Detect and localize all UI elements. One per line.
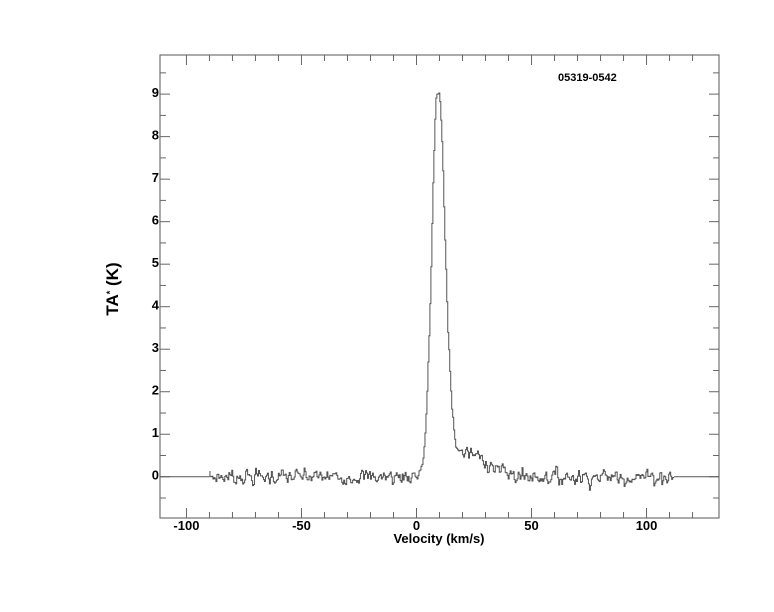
svg-text:6: 6 <box>152 212 159 227</box>
svg-text:8: 8 <box>152 127 159 142</box>
svg-text:50: 50 <box>524 518 538 533</box>
svg-text:7: 7 <box>152 170 159 185</box>
svg-text:4: 4 <box>152 297 160 312</box>
svg-text:3: 3 <box>152 340 159 355</box>
svg-text:Velocity (km/s): Velocity (km/s) <box>393 531 484 546</box>
svg-text:-50: -50 <box>292 518 311 533</box>
svg-text:-100: -100 <box>173 518 199 533</box>
svg-text:2: 2 <box>152 382 159 397</box>
svg-text:05319-0542: 05319-0542 <box>558 72 617 84</box>
svg-text:1: 1 <box>152 425 159 440</box>
svg-text:100: 100 <box>636 518 658 533</box>
svg-text:5: 5 <box>152 255 159 270</box>
svg-text:9: 9 <box>152 85 159 100</box>
svg-text:0: 0 <box>152 467 159 482</box>
svg-text:TA* (K): TA* (K) <box>103 262 122 315</box>
